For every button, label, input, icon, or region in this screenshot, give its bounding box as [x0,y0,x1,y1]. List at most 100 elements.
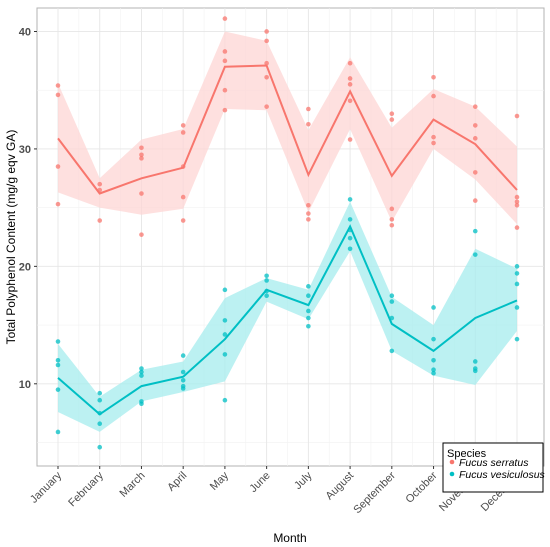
data-point [514,194,520,200]
legend-key-0 [449,459,455,465]
data-point [222,332,228,337]
x-tick-label: July [292,469,315,492]
data-point [472,136,478,141]
data-point [55,83,61,88]
data-point [306,217,311,222]
series-line-0 [57,64,518,195]
data-point [472,359,478,364]
data-point [55,164,61,169]
data-point [97,181,103,187]
data-point [264,273,269,279]
data-point [264,104,269,109]
data-point [55,201,61,207]
data-point [222,397,228,403]
data-point [389,299,395,304]
data-point [97,397,103,403]
data-point [97,390,103,396]
legend-key-1 [449,471,455,477]
data-point [347,60,353,66]
legend-label-0: Fucus serratus [459,457,529,469]
data-point [222,352,228,357]
data-point [139,369,144,375]
data-point [222,16,228,21]
data-point [431,336,436,342]
data-point [389,217,395,222]
data-point [472,198,478,203]
data-point [472,123,478,128]
series-lines [57,64,518,416]
data-point [55,339,61,344]
data-point [97,444,103,450]
legend-box [442,442,544,493]
data-point [472,252,478,257]
data-point [222,87,228,93]
y-tick-label: 30 [19,144,31,156]
data-point [139,156,144,161]
data-point [347,197,353,202]
data-point [389,315,395,321]
legend-title: Species [447,448,487,460]
data-point [472,170,478,175]
data-point [222,49,228,54]
data-point [55,92,61,98]
data-point [347,82,353,87]
data-point [97,421,103,427]
data-point [347,246,353,252]
data-point [431,305,436,310]
data-point [264,293,269,299]
x-tick-label: August [324,470,357,503]
data-point [180,123,186,128]
data-point [431,134,436,140]
data-point [180,386,186,391]
data-point [306,202,311,208]
x-tick-label: June [247,470,272,495]
x-tick-label: February [66,469,106,509]
confidence-band-series-0 [58,31,517,225]
data-point [139,366,144,371]
data-point [514,281,520,287]
legend-label-1: Fucus vesiculosus [459,469,546,481]
data-point [514,113,520,119]
data-point [180,218,186,223]
data-point [472,104,478,109]
data-point [139,232,144,237]
x-axis-title: Month [273,531,306,545]
x-tick-label: October [404,469,440,505]
data-point [514,305,520,310]
data-point [347,235,353,241]
data-point [180,164,186,169]
y-tick-label: 10 [19,379,31,391]
data-point [514,199,520,205]
data-point [389,348,395,354]
data-point [389,206,395,212]
data-point [514,202,520,208]
data-point [264,29,269,34]
data-points [55,16,520,450]
y-axis-ticks: 10 20 30 40 [19,26,37,391]
data-point [306,121,311,127]
data-point [472,368,478,374]
data-point [389,293,395,299]
data-point [347,76,353,81]
data-point [139,373,144,378]
data-point [431,93,436,99]
data-point [347,137,353,142]
data-point [264,60,269,66]
data-point [389,222,395,228]
data-point [139,152,144,158]
data-point [139,401,144,407]
data-point [306,106,311,112]
x-tick-label: March [117,470,147,500]
data-point [514,336,520,342]
data-point [306,211,311,216]
data-point [180,377,186,383]
confidence-band-series-1 [58,201,517,432]
y-tick-label: 40 [19,26,31,38]
data-point [431,370,436,376]
data-point [431,358,436,363]
data-point [514,225,520,230]
data-point [306,284,311,289]
data-point [514,264,520,269]
